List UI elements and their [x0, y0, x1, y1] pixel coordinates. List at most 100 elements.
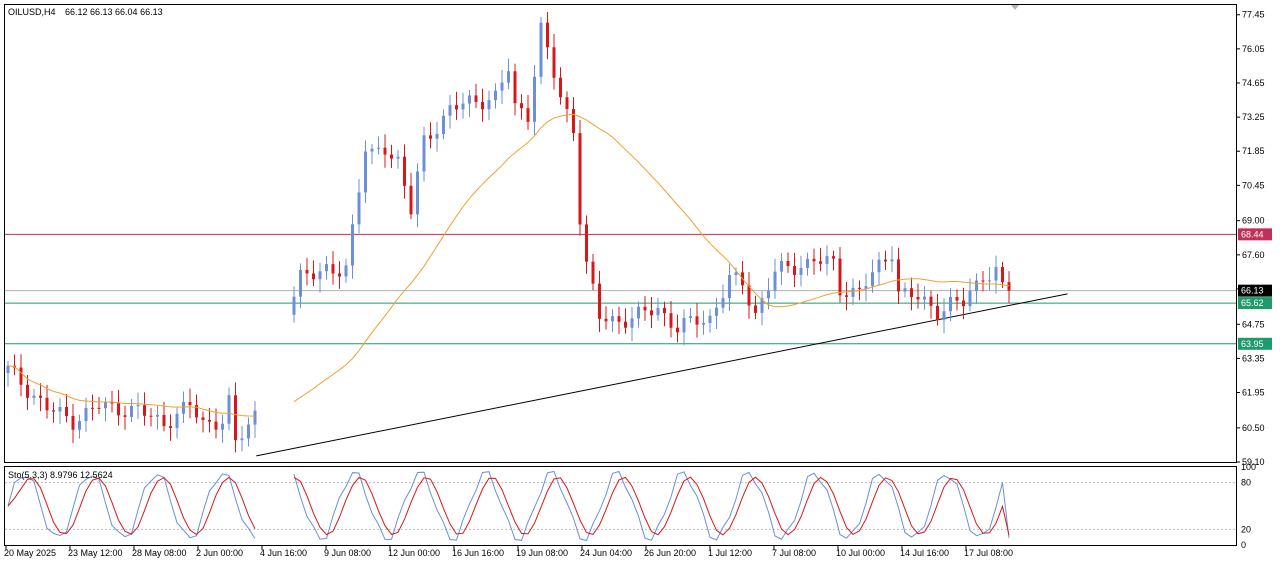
ohlc-values: 66.12 66.13 66.04 66.13: [65, 7, 163, 17]
candle-body: [383, 147, 387, 155]
price-tick-label: 77.45: [1242, 10, 1265, 20]
candle-body: [734, 272, 738, 276]
trendline-group[interactable]: [256, 293, 1068, 457]
moving-average-line: [7, 113, 1010, 417]
candle-body: [123, 415, 127, 417]
candle-body: [585, 224, 588, 262]
candle-body: [981, 280, 985, 282]
candle-body: [650, 310, 653, 316]
candle-body: [949, 297, 952, 312]
candle-body: [422, 135, 426, 172]
candle-body: [130, 405, 133, 417]
stochastic-pane[interactable]: [4, 466, 1237, 546]
candle-body: [208, 419, 211, 422]
candle-body: [6, 365, 10, 374]
time-tick-label: 28 May 08:00: [132, 548, 187, 558]
candle-body: [890, 259, 894, 262]
candle-body: [227, 395, 231, 424]
candle-body: [65, 407, 68, 416]
candle-body: [149, 415, 153, 417]
candle-body: [760, 298, 764, 313]
price-tick-label: 69.00: [1242, 216, 1265, 226]
candle-body: [799, 267, 803, 275]
candle-body: [188, 402, 192, 406]
current-price-label: 66.13: [1241, 286, 1264, 296]
candle-body: [780, 260, 783, 272]
price-tick-label: 73.25: [1242, 112, 1265, 122]
candle-body: [455, 105, 458, 110]
time-tick-label: 23 May 12:00: [68, 548, 123, 558]
shift-marker-icon[interactable]: [1011, 5, 1019, 10]
candle-body: [546, 22, 549, 48]
time-tick-label: 20 May 2025: [4, 548, 56, 558]
candle-body: [396, 156, 400, 159]
candle-body: [156, 414, 159, 417]
candle-body: [253, 410, 257, 425]
candle-body: [169, 426, 172, 428]
candle-body: [643, 306, 647, 311]
candle-body: [461, 103, 465, 110]
candle-body: [747, 285, 751, 306]
candle-body: [331, 264, 335, 274]
candle-body: [377, 147, 380, 149]
candle-body: [578, 133, 582, 225]
main-price-pane[interactable]: [4, 4, 1237, 463]
candle-body: [669, 313, 673, 328]
time-tick-label: 17 Jul 08:00: [964, 548, 1013, 558]
support-price-badge: [1238, 337, 1272, 350]
candle-body: [526, 108, 530, 122]
time-tick-label: 2 Jun 00:00: [196, 548, 243, 558]
price-tick-label: 70.45: [1242, 180, 1265, 190]
price-tick-label: 63.35: [1242, 353, 1265, 363]
candle-body: [702, 322, 705, 325]
candle-body: [656, 307, 660, 316]
candle-body: [962, 300, 965, 307]
time-tick-label: 4 Jun 16:00: [260, 548, 307, 558]
candle-body: [435, 133, 439, 139]
symbol-label: OILUSD,H4: [8, 7, 56, 17]
candle-body: [942, 311, 946, 321]
price-axis: 77.45 76.05 74.65 73.25 71.85 70.45 69.00 67.60…: [1236, 10, 1272, 467]
candle-body: [58, 407, 62, 412]
candle-body: [637, 306, 640, 319]
candle-body: [988, 280, 991, 282]
candle-body: [565, 97, 569, 109]
time-tick-label: 24 Jun 04:00: [580, 548, 632, 558]
candle-body: [195, 405, 198, 418]
candle-body: [71, 415, 75, 430]
candle-body: [728, 275, 731, 299]
candle-body: [916, 297, 920, 300]
candle-body: [572, 108, 575, 134]
candle-body: [695, 316, 699, 325]
time-axis: 20 May 2025 23 May 12:00 28 May 08:00 2 Jun…: [4, 546, 1013, 558]
candle-body: [240, 438, 244, 441]
candle-body: [994, 267, 998, 281]
candle-body: [1001, 267, 1004, 283]
trendline[interactable]: [256, 293, 1068, 457]
candle-body: [416, 171, 419, 215]
candle-body: [754, 305, 757, 313]
candle-body: [513, 71, 517, 104]
candle-body: [923, 296, 926, 300]
candle-body: [591, 261, 595, 284]
candle-body: [858, 287, 861, 289]
candle-body: [117, 403, 120, 416]
candle-body: [630, 318, 634, 328]
candle-body: [806, 258, 809, 268]
candle-body: [487, 100, 491, 110]
candle-body: [552, 47, 556, 78]
candle-body: [825, 256, 829, 264]
candle-body: [214, 421, 218, 430]
candle-body: [682, 317, 686, 333]
candle-body: [481, 101, 484, 110]
stochastic-label: Sto(5,3,3) 8.9796 12.5624: [8, 470, 113, 480]
candle-body: [32, 395, 36, 398]
candle-body: [97, 407, 101, 409]
candle-body: [409, 185, 413, 215]
candle-body: [78, 421, 81, 430]
candle-body: [832, 256, 835, 259]
candle-body: [721, 298, 725, 308]
candle-body: [162, 414, 166, 427]
